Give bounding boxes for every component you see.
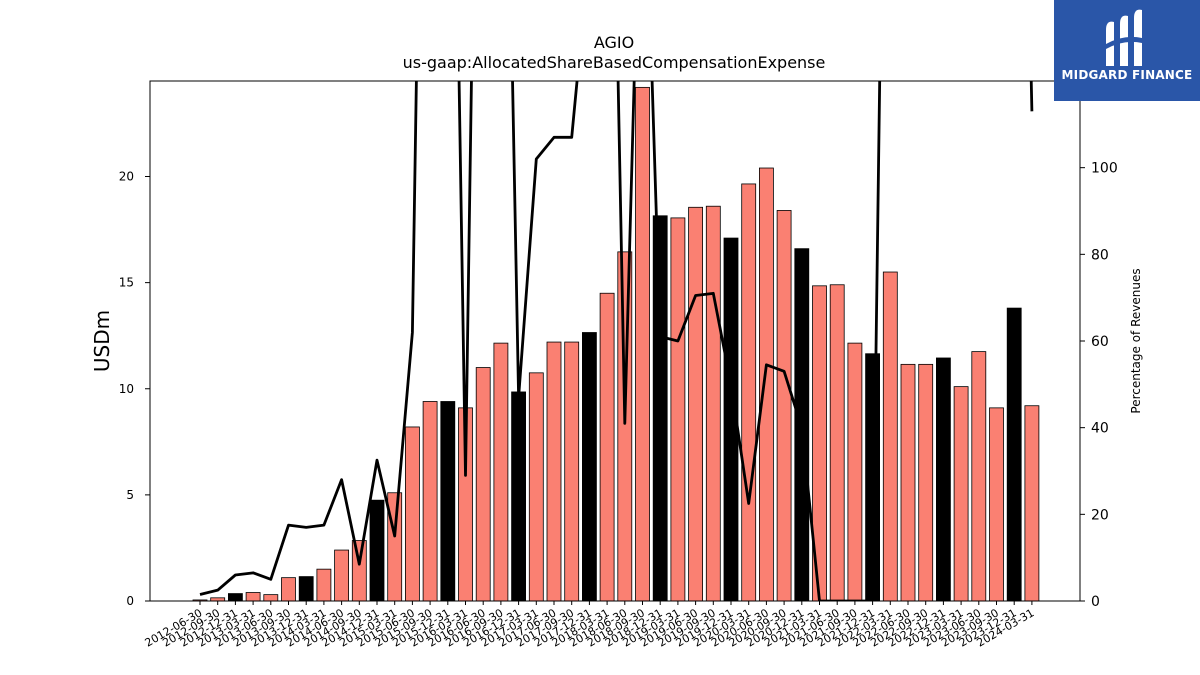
bar <box>511 391 527 602</box>
bar <box>298 576 314 602</box>
bar <box>404 426 420 602</box>
bar <box>582 332 597 602</box>
y-axis-label: USDm <box>90 310 114 372</box>
chart-subtitle: us-gaap:AllocatedShareBasedCompensationE… <box>403 53 826 72</box>
y-tick-label: 10 <box>119 382 134 396</box>
bar <box>493 342 509 602</box>
bars-group <box>192 86 1040 602</box>
series-line <box>199 81 1034 601</box>
y-tick-label: 20 <box>119 170 134 184</box>
right-axis-ticks: 0 20 40 60 80 100 <box>1080 161 1118 610</box>
bar <box>546 341 562 602</box>
chart-title: AGIO <box>594 33 634 52</box>
bar <box>635 86 650 602</box>
bar <box>776 210 792 602</box>
bar <box>670 217 686 602</box>
bar <box>759 167 774 602</box>
bar <box>847 342 863 602</box>
logo-name: MIDGARD FINANCE <box>1061 68 1193 82</box>
y-tick-label: 0 <box>126 594 134 608</box>
bar <box>351 540 367 602</box>
y2-tick-label: 40 <box>1091 421 1109 437</box>
bar <box>281 577 296 602</box>
bar <box>953 386 969 602</box>
bar <box>227 593 243 602</box>
bar <box>989 407 1004 602</box>
bar <box>900 363 916 602</box>
y-tick-label: 15 <box>119 276 134 290</box>
y2-axis-label: Percentage of Revenues <box>1129 268 1143 413</box>
midgard-logo-icon <box>1106 9 1142 66</box>
y-tick-label: 5 <box>126 488 134 502</box>
left-axis-ticks: 0 5 10 15 20 <box>119 170 150 608</box>
bar <box>882 271 898 602</box>
bar <box>475 367 491 602</box>
bar <box>688 206 703 602</box>
y2-tick-label: 80 <box>1091 247 1109 263</box>
bar <box>316 568 332 602</box>
y2-tick-label: 0 <box>1091 594 1100 610</box>
bar <box>422 401 438 602</box>
y2-tick-label: 100 <box>1091 161 1118 177</box>
bar <box>263 594 279 602</box>
bar <box>829 284 845 602</box>
line-layer <box>199 81 1034 601</box>
midgard-logo: MIDGARD FINANCE <box>1054 0 1200 101</box>
bar <box>705 205 721 602</box>
y2-tick-label: 20 <box>1091 507 1109 523</box>
bar <box>334 549 350 602</box>
bar <box>918 363 934 602</box>
y2-tick-label: 60 <box>1091 334 1109 350</box>
bar <box>528 372 544 602</box>
bar <box>599 292 615 602</box>
bar <box>369 499 385 602</box>
bar <box>971 351 987 602</box>
bar <box>741 183 757 602</box>
bar <box>936 357 951 602</box>
x-axis-ticks: 2012-06-302012-09-302012-12-312013-03-31… <box>143 601 1036 650</box>
bar <box>440 401 456 602</box>
bar <box>652 215 668 602</box>
bar <box>617 251 633 602</box>
bar <box>1024 405 1040 602</box>
bar <box>564 341 580 602</box>
bar <box>1006 307 1022 602</box>
bar <box>245 592 261 602</box>
